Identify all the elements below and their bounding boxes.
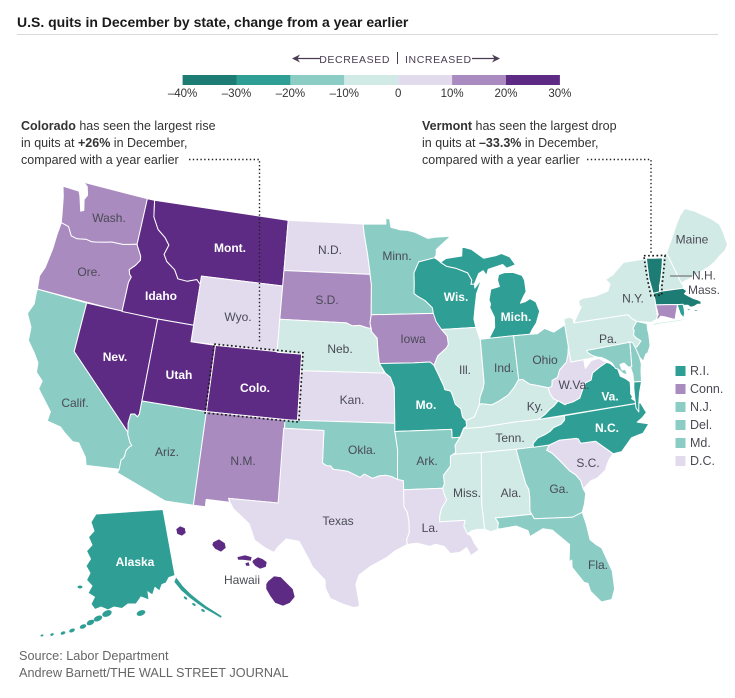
svg-text:INCREASED: INCREASED	[405, 54, 472, 66]
svg-text:Md.: Md.	[690, 436, 711, 450]
svg-text:Minn.: Minn.	[382, 249, 411, 263]
svg-text:Mont.: Mont.	[214, 241, 246, 255]
svg-text:–40%: –40%	[168, 88, 197, 100]
svg-text:U.S. quits in December by stat: U.S. quits in December by state, change …	[17, 14, 409, 30]
svg-text:compared with a year earlier: compared with a year earlier	[422, 153, 580, 167]
svg-text:30%: 30%	[548, 88, 571, 100]
svg-text:Ind.: Ind.	[494, 361, 514, 375]
svg-text:Ga.: Ga.	[549, 482, 568, 496]
svg-text:Iowa: Iowa	[400, 332, 426, 346]
svg-text:N.D.: N.D.	[318, 243, 342, 257]
svg-text:Colo.: Colo.	[240, 381, 270, 395]
svg-text:N.Y.: N.Y.	[622, 292, 644, 306]
svg-text:Texas: Texas	[322, 514, 353, 528]
svg-text:Vermont has seen the largest d: Vermont has seen the largest drop	[422, 119, 617, 133]
svg-text:Ore.: Ore.	[77, 265, 100, 279]
svg-text:Utah: Utah	[166, 368, 193, 382]
svg-text:Idaho: Idaho	[145, 289, 177, 303]
svg-text:0: 0	[395, 88, 401, 100]
svg-text:Tenn.: Tenn.	[495, 431, 524, 445]
svg-text:N.J.: N.J.	[690, 400, 712, 414]
svg-text:N.M.: N.M.	[230, 454, 255, 468]
svg-text:Conn.: Conn.	[690, 382, 723, 396]
svg-text:Hawaii: Hawaii	[224, 573, 260, 587]
svg-text:Neb.: Neb.	[327, 342, 352, 356]
svg-text:Va.: Va.	[601, 390, 618, 404]
svg-text:Calif.: Calif.	[61, 396, 88, 410]
svg-text:Mo.: Mo.	[416, 398, 437, 412]
svg-text:Mich.: Mich.	[501, 310, 532, 324]
svg-text:Ark.: Ark.	[416, 454, 437, 468]
svg-text:–20%: –20%	[276, 88, 305, 100]
svg-text:N.H.: N.H.	[692, 269, 716, 283]
svg-text:Kan.: Kan.	[340, 393, 365, 407]
svg-text:10%: 10%	[441, 88, 464, 100]
svg-text:20%: 20%	[494, 88, 517, 100]
svg-text:Colorado has seen the largest: Colorado has seen the largest rise	[21, 119, 216, 133]
svg-text:Okla.: Okla.	[348, 443, 376, 457]
svg-text:D.C.: D.C.	[690, 454, 715, 468]
svg-text:Pa.: Pa.	[599, 332, 617, 346]
svg-text:–30%: –30%	[222, 88, 251, 100]
svg-text:N.C.: N.C.	[595, 421, 619, 435]
svg-text:Ohio: Ohio	[532, 353, 558, 367]
svg-text:in quits at –33.3% in December: in quits at –33.3% in December,	[422, 136, 599, 150]
svg-text:Miss.: Miss.	[453, 486, 481, 500]
svg-text:R.I.: R.I.	[690, 364, 709, 378]
svg-text:Alaska: Alaska	[116, 555, 155, 569]
svg-text:Wis.: Wis.	[444, 290, 469, 304]
svg-text:Source: Labor Department: Source: Labor Department	[19, 649, 169, 663]
svg-text:–10%: –10%	[330, 88, 359, 100]
svg-text:Del.: Del.	[690, 418, 712, 432]
svg-text:Fla.: Fla.	[588, 558, 608, 572]
svg-text:Ky.: Ky.	[527, 400, 543, 414]
svg-text:La.: La.	[422, 521, 439, 535]
svg-text:Wash.: Wash.	[92, 211, 126, 225]
svg-text:W.Va.: W.Va.	[558, 378, 589, 392]
svg-text:Maine: Maine	[676, 233, 709, 247]
svg-text:Ala.: Ala.	[501, 486, 522, 500]
svg-text:Wyo.: Wyo.	[224, 310, 251, 324]
svg-text:S.D.: S.D.	[315, 293, 338, 307]
svg-text:Ill.: Ill.	[459, 363, 471, 377]
svg-text:in quits at +26% in December,: in quits at +26% in December,	[21, 136, 187, 150]
svg-text:Ariz.: Ariz.	[155, 445, 179, 459]
svg-text:Andrew Barnett/THE WALL STREET: Andrew Barnett/THE WALL STREET JOURNAL	[19, 666, 289, 680]
svg-text:S.C.: S.C.	[576, 456, 599, 470]
svg-text:DECREASED: DECREASED	[319, 54, 390, 66]
svg-text:Nev.: Nev.	[103, 350, 127, 364]
svg-text:compared with a year earlier: compared with a year earlier	[21, 153, 179, 167]
svg-text:Mass.: Mass.	[688, 283, 720, 297]
